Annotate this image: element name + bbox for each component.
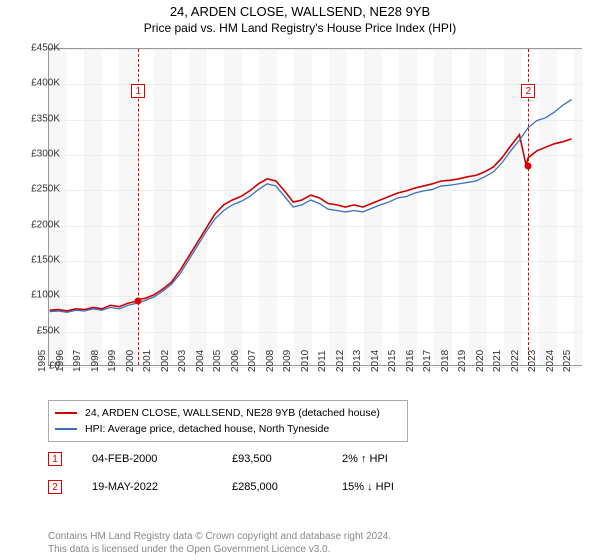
transaction-date: 04-FEB-2000: [92, 453, 202, 465]
transaction-marker: 1: [48, 452, 62, 466]
legend-row: 24, ARDEN CLOSE, WALLSEND, NE28 9YB (det…: [55, 405, 401, 421]
transaction-price: £93,500: [232, 453, 312, 465]
transaction-row: 2 19-MAY-2022 £285,000 15% ↓ HPI: [48, 480, 432, 494]
legend-label: HPI: Average price, detached house, Nort…: [85, 421, 329, 437]
footer-attribution: Contains HM Land Registry data © Crown c…: [48, 530, 588, 556]
legend-swatch: [55, 412, 77, 414]
transaction-price: £285,000: [232, 481, 312, 493]
legend-row: HPI: Average price, detached house, Nort…: [55, 421, 401, 437]
chart-series-svg: [49, 49, 581, 365]
footer-line: This data is licensed under the Open Gov…: [48, 544, 330, 555]
footer-line: Contains HM Land Registry data © Crown c…: [48, 531, 391, 542]
chart-legend: 24, ARDEN CLOSE, WALLSEND, NE28 9YB (det…: [48, 400, 408, 442]
transaction-row: 1 04-FEB-2000 £93,500 2% ↑ HPI: [48, 452, 432, 466]
transaction-diff: 2% ↑ HPI: [342, 453, 432, 465]
transaction-diff: 15% ↓ HPI: [342, 481, 432, 493]
legend-swatch: [55, 428, 77, 430]
page-subtitle: Price paid vs. HM Land Registry's House …: [0, 21, 600, 35]
page-title: 24, ARDEN CLOSE, WALLSEND, NE28 9YB: [0, 0, 600, 19]
transaction-marker: 2: [48, 480, 62, 494]
transaction-date: 19-MAY-2022: [92, 481, 202, 493]
chart-plot-area: 12: [48, 48, 582, 366]
legend-label: 24, ARDEN CLOSE, WALLSEND, NE28 9YB (det…: [85, 405, 380, 421]
